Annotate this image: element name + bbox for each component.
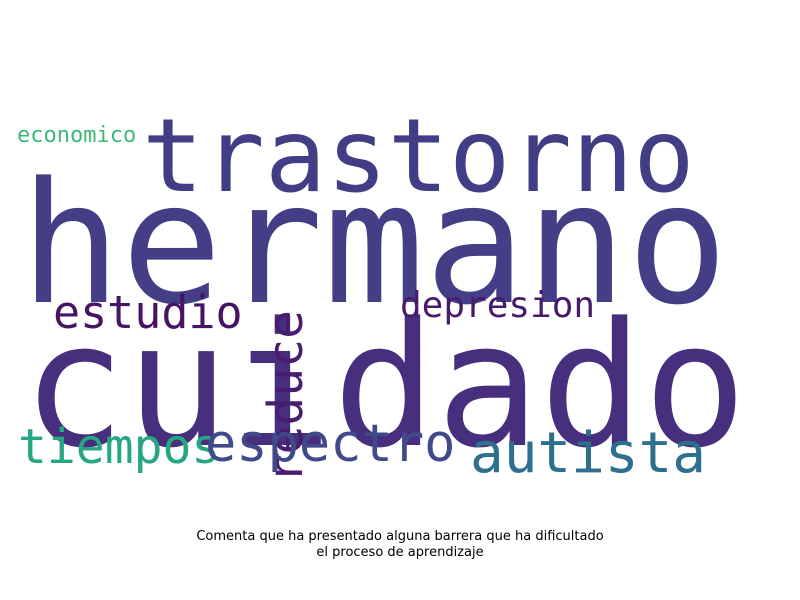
word-autista: autista	[470, 421, 707, 486]
word-cuidado: cuidado	[22, 285, 747, 486]
word-espectro: espectro	[205, 414, 456, 474]
caption-line-1: Comenta que ha presentado alguna barrera…	[196, 529, 604, 544]
word-estudio: estudio	[53, 286, 243, 339]
word-hermano: hermano	[20, 146, 729, 342]
word-tiempos: tiempos	[18, 419, 221, 475]
word-depresion: depresion	[400, 285, 596, 326]
word-economico: economico	[17, 123, 137, 148]
word-trastorno: trastorno	[142, 97, 695, 216]
caption-line-2: el proceso de aprendizaje	[316, 545, 484, 560]
caption: Comenta que ha presentado alguna barrera…	[100, 529, 700, 561]
